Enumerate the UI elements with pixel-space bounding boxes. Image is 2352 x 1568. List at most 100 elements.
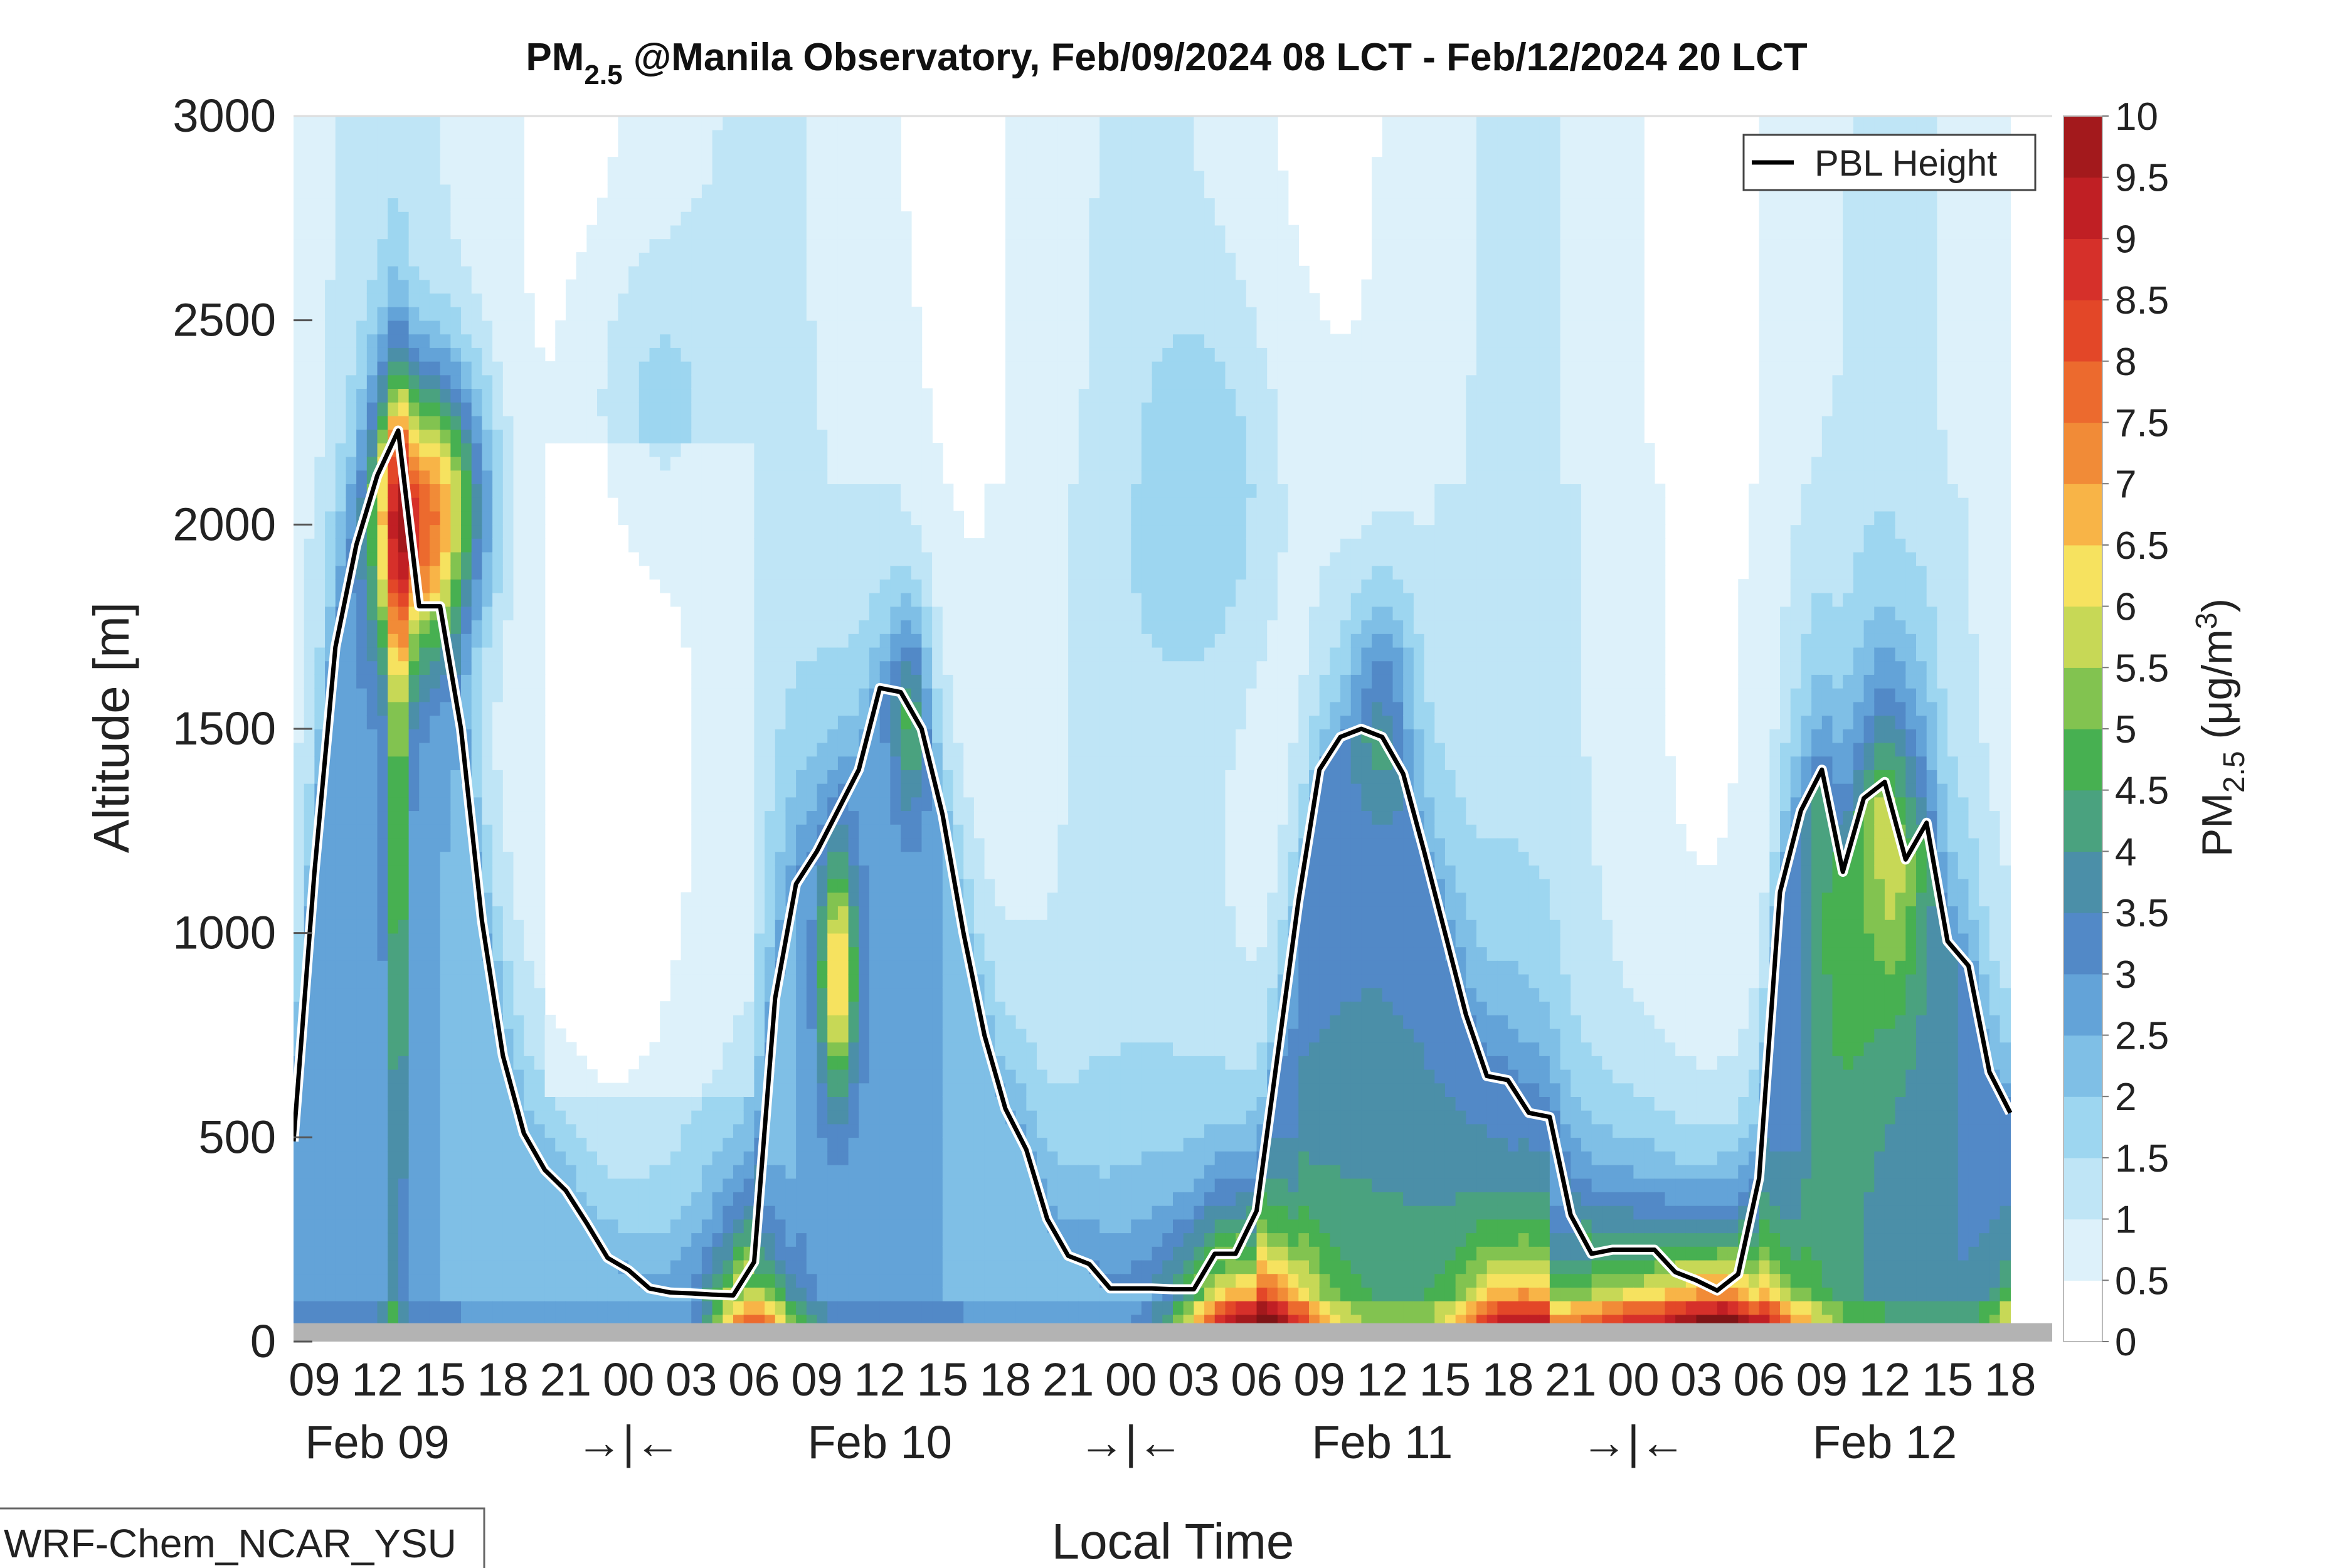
heatmap-cell <box>325 524 336 539</box>
heatmap-cell <box>492 933 503 948</box>
heatmap-cell <box>534 756 545 770</box>
heatmap-cell <box>817 443 828 457</box>
heatmap-cell <box>660 1219 670 1234</box>
heatmap-cell <box>628 484 639 498</box>
heatmap-cell <box>492 702 503 716</box>
heatmap-cell <box>388 307 398 321</box>
heatmap-cell <box>660 238 670 253</box>
heatmap-cell <box>775 375 786 389</box>
heatmap-cell <box>356 252 367 267</box>
heatmap-cell <box>817 429 828 443</box>
heatmap-cell <box>524 1219 534 1234</box>
heatmap-cell <box>639 1205 650 1220</box>
heatmap-cell <box>367 388 378 403</box>
heatmap-cell <box>754 865 765 879</box>
heatmap-cell <box>325 593 336 607</box>
heatmap-cell <box>691 1137 702 1152</box>
heatmap-cell <box>492 851 503 866</box>
heatmap-cell <box>555 1232 566 1247</box>
heatmap-cell <box>367 1273 378 1288</box>
heatmap-cell <box>419 797 430 812</box>
heatmap-cell <box>723 116 733 130</box>
heatmap-cell <box>827 1015 838 1029</box>
heatmap-cell <box>514 607 524 621</box>
heatmap-cell <box>807 238 817 253</box>
heatmap-cell <box>346 1029 356 1043</box>
heatmap-cell <box>346 1232 356 1247</box>
heatmap-cell <box>503 593 514 607</box>
heatmap-cell <box>514 402 524 416</box>
heatmap-cell <box>378 524 388 539</box>
heatmap-cell <box>514 919 524 934</box>
heatmap-cell <box>702 1246 712 1261</box>
heatmap-cell <box>817 225 828 240</box>
heatmap-cell <box>482 593 492 607</box>
heatmap-cell <box>827 1029 838 1043</box>
heatmap-cell <box>440 402 451 416</box>
heatmap-cell <box>733 1056 744 1070</box>
heatmap-cell <box>691 470 702 484</box>
heatmap-cell <box>807 729 817 743</box>
heatmap-cell <box>691 457 702 471</box>
heatmap-cell <box>649 1110 660 1125</box>
heatmap-cell <box>325 143 336 157</box>
heatmap-cell <box>744 198 755 212</box>
heatmap-cell <box>430 919 440 934</box>
heatmap-cell <box>555 1056 566 1070</box>
heatmap-cell <box>785 524 796 539</box>
heatmap-cell <box>827 851 838 866</box>
heatmap-cell <box>817 238 828 253</box>
heatmap-cell <box>472 157 482 171</box>
heatmap-cell <box>765 184 775 199</box>
heatmap-cell <box>660 157 670 171</box>
heatmap-cell <box>398 225 409 240</box>
heatmap-cell <box>388 647 398 662</box>
heatmap-cell <box>430 538 440 553</box>
heatmap-cell <box>785 388 796 403</box>
heatmap-cell <box>534 1069 545 1084</box>
heatmap-cell <box>356 266 367 280</box>
heatmap-cell <box>314 484 325 498</box>
heatmap-cell <box>775 620 786 634</box>
heatmap-cell <box>356 1029 367 1043</box>
heatmap-cell <box>398 770 409 784</box>
heatmap-cell <box>827 743 838 757</box>
heatmap-cell <box>514 347 524 362</box>
heatmap-cell <box>566 334 576 348</box>
heatmap-cell <box>807 960 817 975</box>
heatmap-cell <box>597 198 608 212</box>
heatmap-cell <box>744 783 755 798</box>
heatmap-cell <box>378 238 388 253</box>
heatmap-cell <box>325 443 336 457</box>
heatmap-cell <box>356 919 367 934</box>
heatmap-cell <box>367 988 378 1002</box>
heatmap-cell <box>576 1056 587 1070</box>
heatmap-cell <box>304 743 315 757</box>
heatmap-cell <box>681 307 692 321</box>
heatmap-cell <box>336 1165 346 1179</box>
heatmap-cell <box>304 116 315 130</box>
heatmap-cell <box>430 674 440 689</box>
heatmap-cell <box>534 783 545 798</box>
heatmap-cell <box>450 538 461 553</box>
heatmap-cell <box>409 1110 420 1125</box>
heatmap-cell <box>503 225 514 240</box>
heatmap-cell <box>723 143 733 157</box>
heatmap-cell <box>817 1219 828 1234</box>
heatmap-cell <box>325 797 336 812</box>
heatmap-cell <box>691 334 702 348</box>
heatmap-cell <box>336 1069 346 1084</box>
heatmap-cell <box>356 307 367 321</box>
heatmap-cell <box>503 347 514 362</box>
heatmap-cell <box>796 688 807 702</box>
heatmap-cell <box>660 443 670 457</box>
heatmap-cell <box>681 280 692 294</box>
heatmap-cell <box>325 307 336 321</box>
heatmap-cell <box>492 266 503 280</box>
heatmap-cell <box>472 1083 482 1097</box>
heatmap-cell <box>754 130 765 144</box>
heatmap-cell <box>524 688 534 702</box>
heatmap-cell <box>388 729 398 743</box>
heatmap-cell <box>450 960 461 975</box>
heatmap-cell <box>586 320 597 335</box>
